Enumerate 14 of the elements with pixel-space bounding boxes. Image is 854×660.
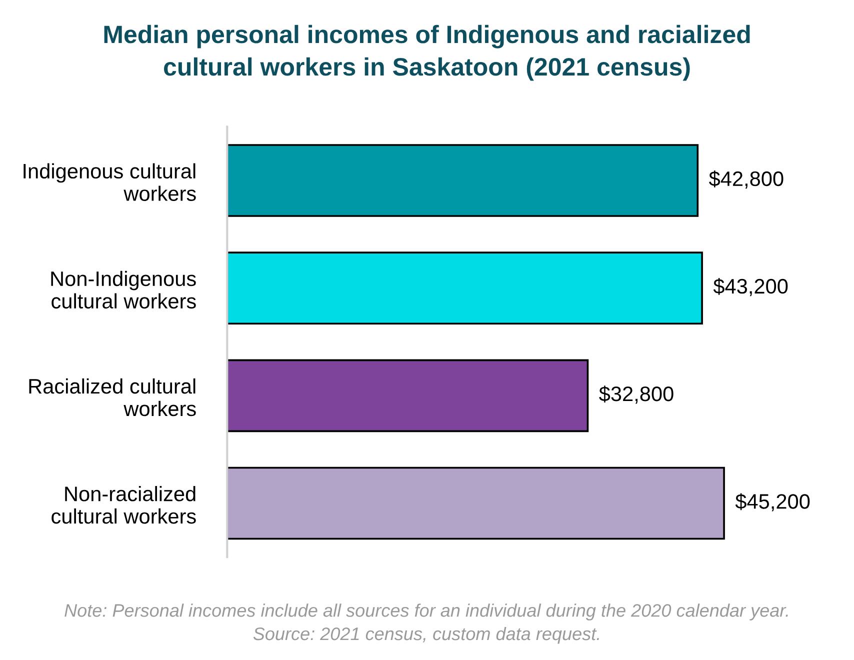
bar bbox=[227, 252, 703, 324]
bar bbox=[227, 144, 699, 217]
data-label: $32,800 bbox=[599, 386, 674, 404]
y-tick-label: Non-Indigenous cultural workers bbox=[51, 270, 196, 309]
y-tick-label: Racialized cultural workers bbox=[29, 378, 196, 416]
data-label: $45,200 bbox=[735, 493, 810, 512]
bar bbox=[227, 466, 725, 540]
y-tick-label: Indigenous cultural workers bbox=[24, 163, 196, 201]
y-tick-label: Non-racialized cultural workers bbox=[52, 486, 196, 524]
data-label: $42,800 bbox=[708, 170, 784, 189]
data-label: $43,200 bbox=[713, 278, 788, 296]
chart-title: Median personal incomes of Indigenous and racialized cultural workers in Saskatoon (2021 census) bbox=[104, 24, 750, 81]
bar bbox=[227, 359, 589, 432]
text: Note: Personal incomes include all sources for an individual during the 2020 calendar year. Source: 2021 census, custom data request. bbox=[64, 604, 788, 644]
